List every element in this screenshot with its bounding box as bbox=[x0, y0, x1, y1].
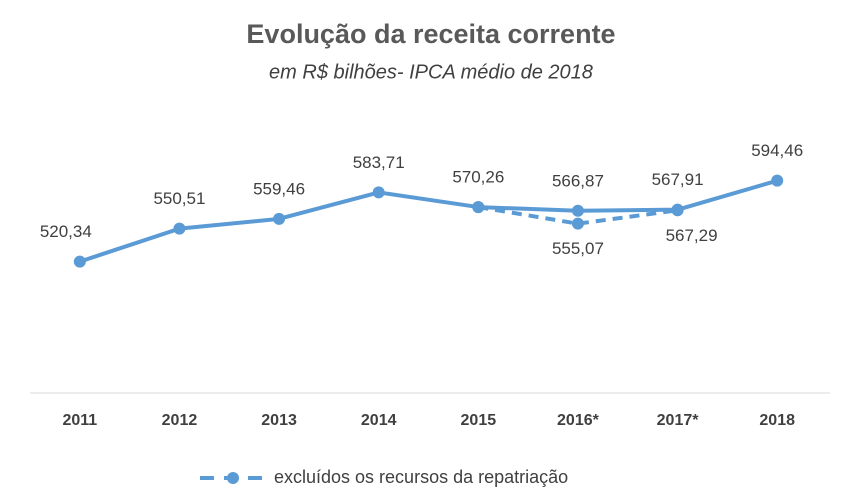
x-tick-label: 2017* bbox=[657, 412, 700, 429]
chart-subtitle: em R$ bilhões- IPCA médio de 2018 bbox=[269, 61, 593, 83]
data-point bbox=[173, 222, 186, 235]
series-line bbox=[79, 178, 778, 264]
legend-label: excluídos os recursos da repatriação bbox=[274, 467, 568, 487]
value-label: 555,07 bbox=[552, 239, 604, 258]
data-point bbox=[472, 201, 485, 214]
x-tick-label: 2018 bbox=[759, 412, 795, 429]
data-point bbox=[771, 174, 784, 187]
value-label: 567,29 bbox=[666, 226, 718, 245]
x-tick-label: 2016* bbox=[557, 412, 600, 429]
data-point bbox=[273, 212, 286, 225]
x-tick-label: 2014 bbox=[361, 412, 397, 429]
value-label: 566,87 bbox=[552, 171, 604, 190]
data-point bbox=[671, 203, 684, 216]
data-point bbox=[73, 255, 86, 268]
x-tick-label: 2012 bbox=[162, 412, 198, 429]
x-tick-label: 2015 bbox=[461, 412, 497, 429]
value-label: 567,91 bbox=[652, 170, 704, 189]
value-label: 594,46 bbox=[751, 141, 803, 160]
x-tick-label: 2011 bbox=[62, 412, 97, 429]
value-label: 559,46 bbox=[253, 179, 305, 198]
value-label: 583,71 bbox=[353, 153, 405, 172]
data-point bbox=[571, 204, 584, 217]
chart-title: Evolução da receita corrente bbox=[246, 19, 615, 49]
value-label: 570,26 bbox=[452, 168, 504, 187]
value-label: 550,51 bbox=[153, 189, 205, 208]
x-tick-label: 2013 bbox=[261, 412, 297, 429]
data-point bbox=[372, 186, 385, 199]
legend-marker bbox=[227, 472, 239, 484]
data-point bbox=[571, 217, 584, 230]
value-label: 520,34 bbox=[40, 222, 92, 241]
